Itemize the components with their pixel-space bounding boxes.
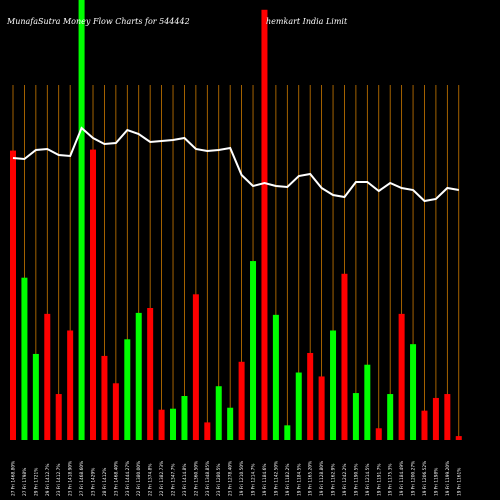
flow-bar [341,273,348,440]
x-tick-label: 22 Fri 1374.8% [148,464,154,496]
x-tick-label: 19 Fri 1128.80% [319,461,325,496]
x-tick-label: 23 Fri 1429% [91,468,97,496]
x-tick-label: 19 Fri 1142.50% [273,461,279,496]
flow-bar [455,436,462,440]
x-tick-label: 23 Fri 1278.40% [228,461,234,496]
flow-bar [204,422,211,440]
flow-bar [261,9,268,441]
flow-bar [432,397,439,440]
x-tick-label: 23 Fri 1414.8% [182,464,188,496]
x-tick-label: 22 Fri 1347.7% [171,464,177,496]
flow-bar [238,361,245,440]
flow-bar [272,314,279,440]
x-tick-label: 27 Fri 1468.80% [11,461,17,496]
x-tick-label: 23 Fri 1348.85% [205,461,211,496]
x-tick-label: 22 Fri 1360.50% [193,461,199,496]
flow-bar [44,313,51,440]
flow-bar [387,394,394,440]
flow-bar [90,149,97,440]
flow-bar [410,344,417,440]
x-tick-label: 23 Fri 1280.5% [216,464,222,496]
chart-title-left: MunafaSutra Money Flow Charts for 544442 [6,17,190,26]
x-tick-label: 19 Fri 1214.5% [365,464,371,496]
x-tick-label: 29 Fri 1721% [33,468,39,496]
flow-bar [181,396,188,440]
x-tick-label: 27 Fri 1468.60% [79,461,85,496]
x-tick-label: 27 Fri 1798% [22,468,28,496]
x-tick-label: 19 Fri 1242.2% [342,464,348,496]
x-tick-label: 23 Fri 1468.40% [113,461,119,496]
flow-bar [421,410,428,440]
flow-bar [55,394,62,440]
flow-bar [318,376,325,440]
x-tick-label: 19 Fri 1191.7% [376,464,382,496]
flow-bars [10,0,462,441]
flow-bar [352,393,359,440]
x-tick-label: 19 Fri 1210.50% [239,461,245,496]
x-tick-label: 22 Fri 1382.73% [159,461,165,496]
chart-title-right: hemkart India Limit [266,17,348,26]
flow-bar [170,408,177,440]
flow-bar [10,150,16,441]
x-tick-label: 19 Fri 1206.52% [422,461,428,496]
flow-bar [135,312,142,440]
price-line [12,126,459,203]
x-tick-label: 19 Fri 1214.7% [251,464,257,496]
x-tick-label: 19 Fri 1162.9% [331,464,337,496]
x-tick-label: 23 Fri 1412.7% [56,464,62,496]
x-tick-label: 19 Fri 1184.5% [296,464,302,496]
x-tick-label: 23 Fri 1418.90% [68,461,74,496]
x-tick-label: 23 Fri 1444.27% [125,461,131,496]
flow-bar [158,409,165,440]
x-tick-label: 22 Fri 1380.00% [136,461,142,496]
flow-bar [364,364,371,440]
x-tick-label: 19 Fri 1161% [456,468,462,496]
flow-bar [330,330,337,440]
x-tick-label: 19 Fri 1175.3% [388,464,394,496]
flow-bar [250,261,257,440]
x-tick-label: 19 Fri 1199.20% [445,461,451,496]
x-tick-label: 19 Fri 1165.20% [308,461,314,496]
x-tick-label: 19 Fri 1198% [433,468,439,496]
flow-bar [227,407,234,440]
flow-bar [147,308,154,440]
x-tick-label: 19 Fri 1200.27% [411,461,417,496]
flow-bar [112,383,119,440]
x-tick-label: 28 Fri 1412% [102,468,108,496]
x-tick-label: 19 Fri 1190.5% [353,464,359,496]
x-tick-label: 29 Fri 1412.7% [45,464,51,496]
flow-bar [124,339,131,440]
flow-bar [398,313,405,440]
x-tick-label: 19 Fri 1182.2% [285,464,291,496]
x-tick-label: 19 Fri 1184.6% [262,464,268,496]
flow-bar [67,330,74,440]
flow-bar [32,353,39,440]
flow-bar [284,425,291,440]
flow-bar [21,277,28,440]
flow-bar [192,294,199,440]
flow-bar [78,0,85,440]
flow-bar [101,355,108,440]
flow-bar [295,372,302,440]
flow-bar [375,428,382,440]
flow-bar [307,352,314,440]
flow-bar [215,386,222,440]
flow-bar [444,394,451,440]
x-tick-labels: 27 Fri 1468.80% 27 Fri 1798% 29 Fri 1721% 2… [11,461,463,496]
x-tick-label: 19 Fri 1184.49% [399,461,405,496]
